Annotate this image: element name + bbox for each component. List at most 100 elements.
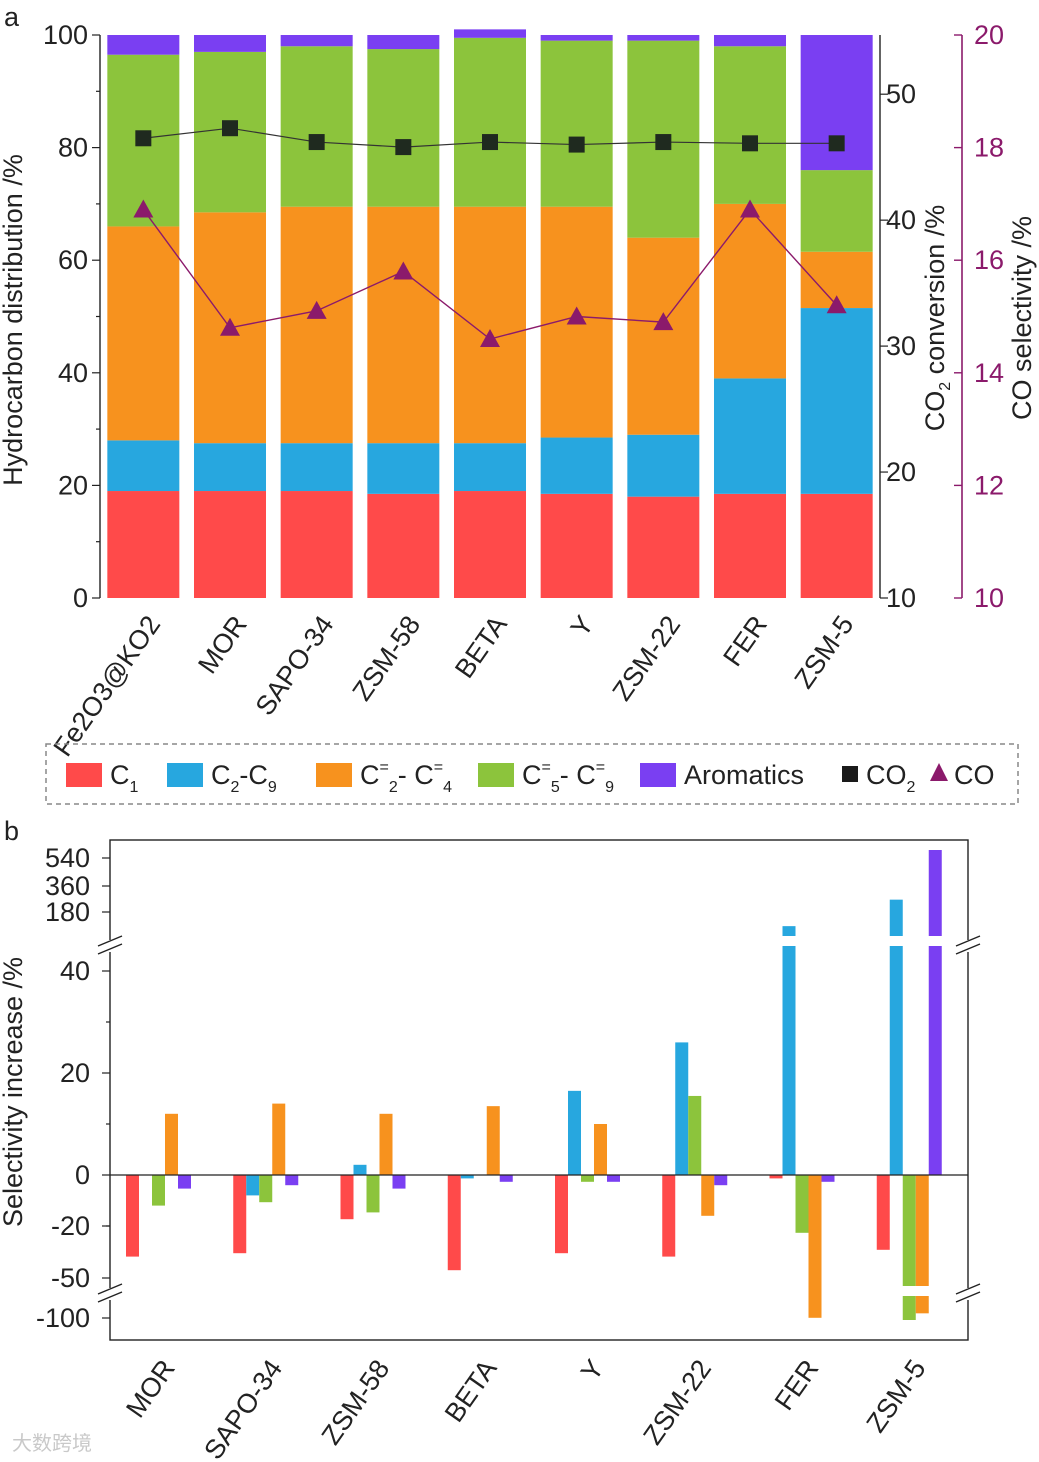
co2-tick-label: 20	[886, 457, 916, 487]
y-tick-label: 100	[43, 20, 88, 50]
selectivity-bar	[259, 1175, 273, 1203]
b-x-tick-label: Y	[575, 1354, 610, 1386]
y-tick-label: 0	[73, 583, 88, 613]
bar-segment	[107, 226, 180, 441]
b-y-tick-label: 0	[75, 1160, 90, 1190]
co2-point	[395, 139, 412, 156]
bar-segment	[367, 493, 440, 598]
co-tick-label: 20	[974, 20, 1004, 50]
selectivity-bar	[272, 1103, 286, 1175]
co2-point	[222, 120, 238, 137]
selectivity-bar	[889, 946, 903, 1175]
bar-segment	[540, 40, 613, 207]
legend-swatch	[640, 763, 676, 787]
co2-point	[655, 134, 672, 151]
selectivity-bar	[246, 1175, 260, 1196]
co-point	[653, 312, 674, 331]
b-y-tick-label: 40	[60, 956, 90, 986]
legend-label: CO2	[866, 760, 916, 796]
x-tick-label: MOR	[192, 610, 253, 679]
bar-segment	[800, 170, 873, 252]
selectivity-bar	[126, 1175, 139, 1257]
b-y-tick-label: -50	[51, 1263, 90, 1293]
axis-break	[955, 1283, 981, 1295]
selectivity-bar	[876, 1175, 890, 1250]
co-tick-label: 10	[974, 583, 1004, 613]
co2-point	[568, 136, 585, 153]
bar-segment	[627, 434, 700, 497]
x-tick-label: FER	[717, 610, 773, 671]
b-y-tick-label: -100	[36, 1303, 90, 1333]
bar-segment	[194, 443, 266, 492]
legend-label: CO	[954, 760, 995, 790]
co-tick-label: 12	[974, 470, 1004, 500]
left-axis-title: Hydrocarbon distribution /%	[0, 154, 28, 486]
selectivity-bar	[928, 850, 942, 936]
bar-segment	[540, 35, 613, 41]
axis-break	[955, 935, 981, 947]
bar-segment	[194, 35, 266, 52]
selectivity-bar	[714, 1175, 728, 1186]
legend-swatch	[167, 763, 203, 787]
legend-swatch	[478, 763, 514, 787]
axis-break-mask	[96, 940, 124, 952]
selectivity-bar	[675, 1042, 689, 1175]
bar-segment	[454, 443, 526, 492]
bar-segment	[280, 35, 353, 47]
selectivity-bar	[233, 1175, 247, 1254]
bar-segment	[540, 493, 613, 598]
bar-segment	[714, 35, 786, 47]
bar-segment	[454, 206, 526, 444]
selectivity-bar	[915, 1175, 929, 1286]
co-tick-label: 18	[974, 133, 1004, 163]
axis-break	[97, 935, 123, 947]
bar-segment	[280, 491, 353, 598]
x-tick-label: Y	[565, 610, 600, 642]
b-y-tick-label: 180	[45, 897, 90, 927]
legend: C1 C2-C9 C=2- C=4 C=5- C=9 Aromatics CO2 CO	[45, 743, 1019, 805]
selectivity-bar	[769, 1175, 783, 1179]
selectivity-bar	[460, 1175, 474, 1179]
b-y-tick-label: 20	[60, 1058, 90, 1088]
co2-tick-label: 10	[886, 583, 916, 613]
bar-segment	[627, 237, 700, 435]
selectivity-bar	[782, 946, 796, 1175]
y-tick-label: 80	[58, 133, 88, 163]
bar-segment	[454, 29, 526, 38]
selectivity-bar	[285, 1175, 299, 1186]
axis-break	[955, 1291, 981, 1303]
selectivity-bar	[165, 1113, 178, 1175]
bar-segment	[800, 493, 873, 598]
axis-break	[97, 1283, 123, 1295]
selectivity-bar	[889, 899, 903, 936]
bar-segment	[107, 491, 180, 598]
axis-break-mask	[954, 1288, 982, 1300]
co-point	[133, 199, 154, 218]
selectivity-bar	[915, 1296, 929, 1314]
selectivity-bar	[928, 946, 942, 1175]
co-point	[220, 317, 240, 336]
selectivity-bar	[366, 1175, 380, 1213]
axis-break	[97, 1291, 123, 1303]
co2-point	[135, 130, 152, 147]
x-tick-label: ZSM-22	[607, 610, 687, 706]
co2-point	[308, 134, 325, 151]
x-tick-label: Fe2O3@KO2	[48, 610, 167, 762]
selectivity-bar	[821, 1175, 835, 1182]
co-point	[566, 306, 587, 325]
selectivity-bar	[499, 1175, 513, 1182]
legend-label: C=5- C=9	[522, 759, 614, 796]
bar-segment	[714, 493, 786, 598]
co-axis-title: CO selectivity /%	[1007, 216, 1037, 420]
selectivity-bar	[902, 1296, 916, 1320]
bar-segment	[714, 46, 786, 204]
selectivity-bar	[795, 1175, 809, 1233]
co2-tick-label: 30	[886, 331, 916, 361]
legend-label: Aromatics	[684, 760, 804, 790]
panel-a-chart: 0 20 40 60 80 100 10 20 30 40 50 10 12 14 16 18 20 Fe2O3…	[0, 20, 1037, 762]
b-x-tick-label: ZSM-5	[861, 1354, 932, 1438]
bar-segment	[800, 308, 873, 494]
stacked-bars	[107, 29, 873, 598]
